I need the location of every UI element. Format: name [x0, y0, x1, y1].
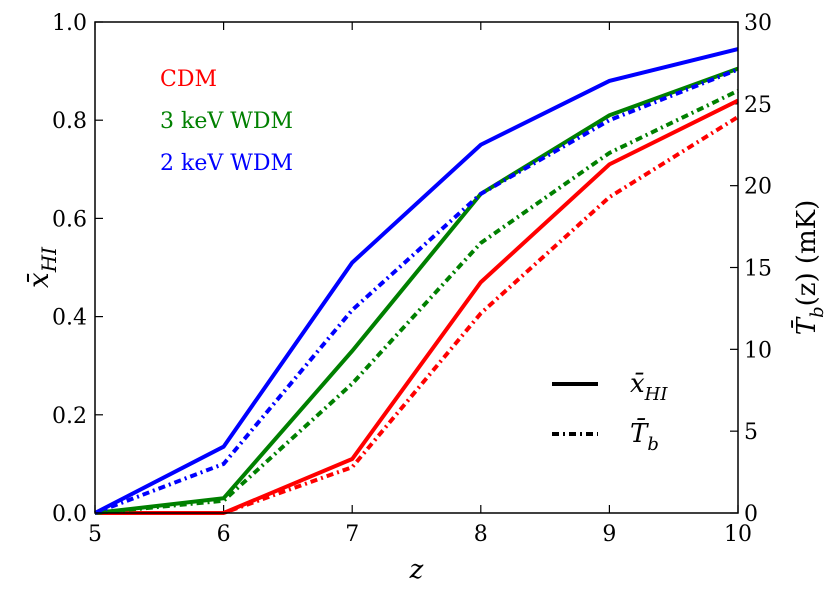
y-left-tick-label: 1.0	[52, 11, 87, 36]
y-left-tick-label: 0.0	[52, 502, 87, 527]
legend-entry-cdm: CDM	[160, 67, 217, 92]
x-tick-label: 8	[474, 522, 488, 547]
x-axis-label: z	[409, 555, 424, 585]
series-line-3-kev-wdm-t-b	[94, 88, 739, 515]
y-left-tick-label: 0.8	[52, 109, 87, 134]
y-left-tick-label: 0.6	[52, 207, 87, 232]
x-tick-label: 7	[345, 522, 359, 547]
y-right-axis-label: T̄b(z) (mK)	[790, 200, 828, 336]
x-tick-label: 10	[724, 522, 752, 547]
legend-entry-2-kev-wdm: 2 keV WDM	[160, 151, 293, 176]
y-right-tick-label: 20	[744, 175, 772, 200]
legend-label-solid: x̄HI	[630, 369, 668, 405]
y-left-tick-label: 0.2	[52, 404, 87, 429]
y-right-tick-label: 5	[744, 420, 758, 445]
label-layer: 5 6 7 8 9 10 0.0 0.2 0.4 0.6 0.8 1.0 0 5 10 15 20 25 30 z x̄…	[22, 11, 828, 585]
y-right-tick-label: 30	[744, 11, 772, 36]
legend-layer: CDM 3 keV WDM 2 keV WDM x̄HI T̄b	[160, 67, 668, 455]
y-right-tick-label: 25	[744, 93, 772, 118]
y-right-tick-label: 10	[744, 338, 772, 363]
y-left-tick-label: 0.4	[52, 306, 87, 331]
plot-frame	[94, 21, 739, 514]
series-line-3-kev-wdm-x-hi	[94, 66, 739, 515]
x-tick-label: 6	[217, 522, 231, 547]
legend-entry-3-kev-wdm: 3 keV WDM	[160, 109, 293, 134]
x-tick-label: 9	[602, 522, 616, 547]
y-right-tick-label: 15	[744, 257, 772, 282]
series-line-2-kev-wdm-x-hi	[94, 47, 739, 515]
y-right-tick-label: 0	[744, 502, 758, 527]
series-line-2-kev-wdm-t-b	[94, 67, 739, 515]
x-tick-label: 5	[88, 522, 102, 547]
y-left-axis-label: x̄HI	[22, 246, 61, 288]
legend-label-dashdot: T̄b	[630, 417, 659, 455]
